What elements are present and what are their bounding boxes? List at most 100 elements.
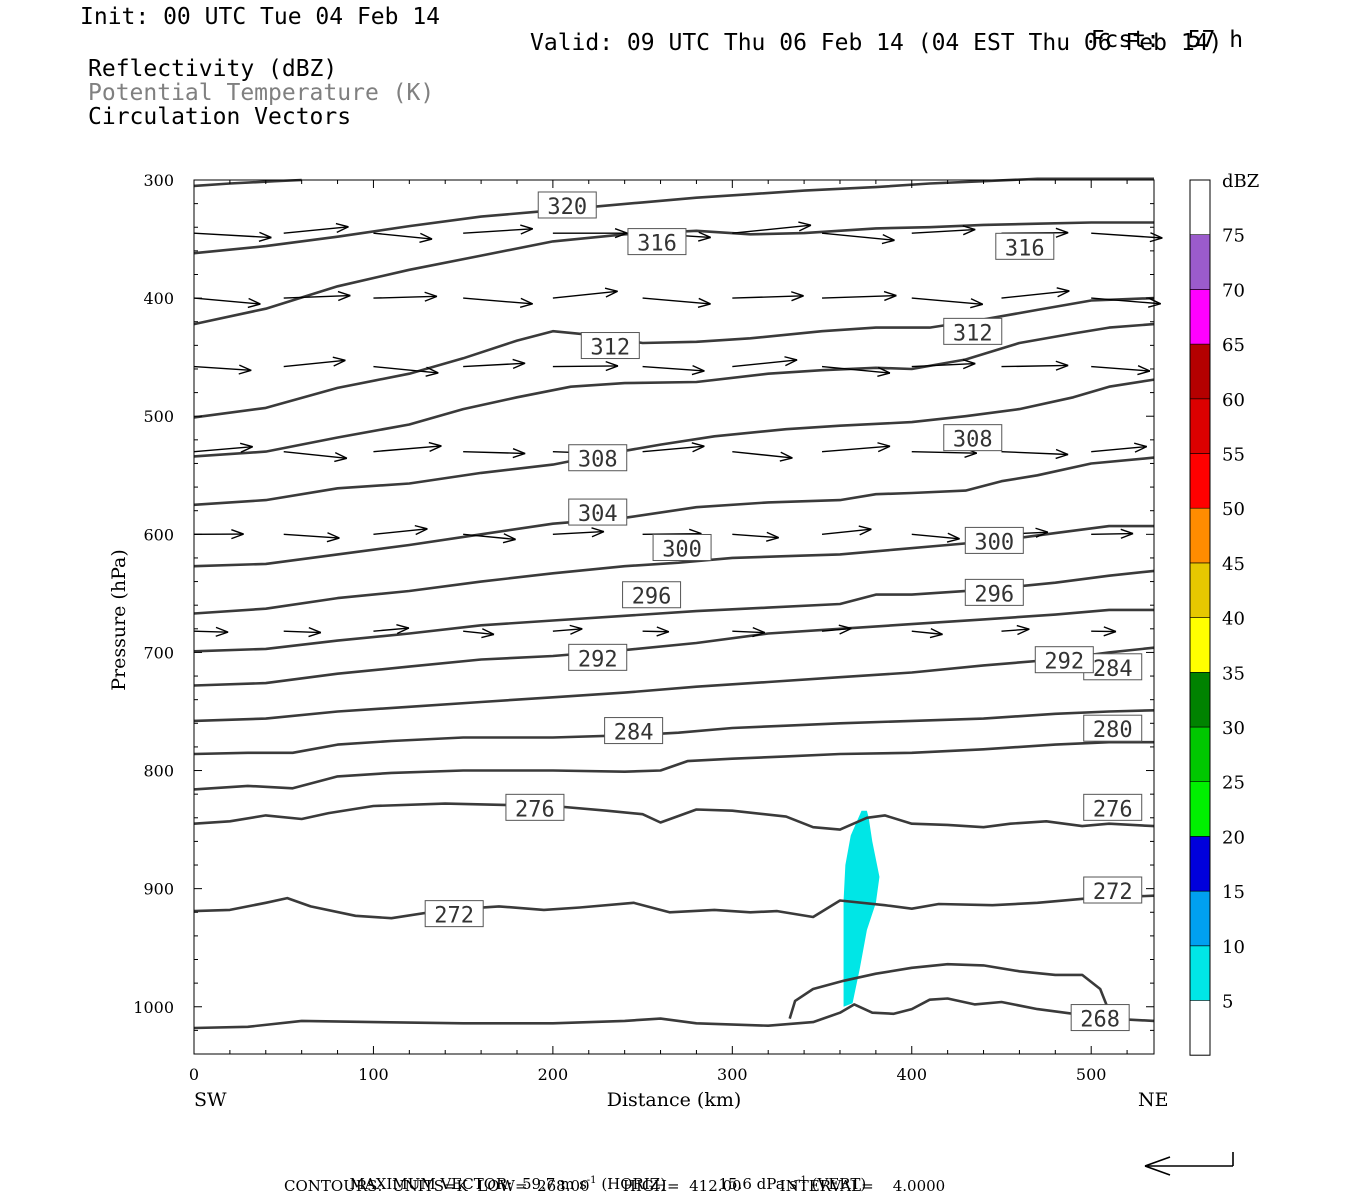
vector-head — [614, 232, 628, 239]
vector-head — [334, 451, 348, 459]
colorbar-title: dBZ — [1222, 171, 1259, 192]
vector-arrow — [373, 623, 410, 635]
vector-head — [1035, 527, 1049, 533]
vector-arrow — [1001, 360, 1069, 371]
vector-arrow — [1091, 232, 1163, 243]
vector-arrow — [463, 533, 516, 544]
vector-arrow — [1091, 442, 1148, 453]
vector-head — [692, 445, 705, 453]
vector-head — [248, 297, 261, 305]
vector-head — [482, 628, 495, 636]
vector-head — [591, 527, 605, 533]
vector-shaft — [373, 528, 428, 536]
vector-head — [503, 533, 516, 541]
vector-shaft — [821, 445, 891, 453]
theta-contour-284 — [193, 608, 1154, 687]
colorbar-swatch — [1189, 562, 1211, 618]
vector-head — [1055, 232, 1069, 238]
contour-label: 312 — [953, 321, 993, 346]
vector-shaft — [821, 528, 872, 536]
vector-head — [877, 366, 891, 374]
vector-shaft — [1091, 532, 1134, 536]
theta-contour-324 — [193, 178, 302, 188]
contour-label: 284 — [1093, 657, 1133, 682]
circulation-vectors — [193, 221, 1163, 639]
colorbar-tick-label: 25 — [1222, 773, 1245, 794]
vector-arrow — [552, 287, 618, 299]
vector-arrow — [821, 365, 891, 377]
vector-shaft — [642, 365, 705, 372]
y-tick-label: 800 — [143, 762, 174, 781]
contour-label-box — [627, 228, 687, 256]
vector-shaft — [373, 232, 433, 240]
contour-label: 280 — [1093, 718, 1133, 743]
vector-arrow — [911, 297, 984, 309]
vector-shaft — [283, 450, 347, 459]
colorbar-swatch — [1189, 234, 1211, 290]
vector-head — [605, 290, 618, 298]
colorbar-tick-label: 60 — [1222, 390, 1245, 411]
vector-head — [962, 359, 976, 365]
vector-shaft — [283, 630, 321, 634]
vector-arrow — [283, 222, 349, 234]
colorbar-swatch — [1189, 890, 1211, 947]
vector-arrow — [732, 356, 798, 368]
vector-head — [336, 226, 349, 234]
vector-head — [779, 457, 793, 462]
vector-head — [1035, 531, 1049, 538]
colorbar-swatch — [1189, 945, 1211, 1001]
vector-arrow — [283, 627, 322, 638]
left-end-label: SW — [194, 1089, 227, 1111]
y-axis-label: Pressure (hPa) — [108, 549, 130, 691]
vector-arrow — [373, 365, 439, 377]
vector-head — [419, 238, 433, 243]
vert-unit: (VERT) — [811, 1175, 867, 1193]
colorbar-swatch — [1189, 726, 1211, 783]
vector-shaft — [552, 290, 618, 299]
vector-head — [1148, 297, 1162, 305]
vector-shaft — [373, 627, 410, 632]
x-tick-label: 100 — [358, 1065, 389, 1084]
vector-shaft — [911, 362, 976, 368]
vector-shaft — [193, 630, 229, 633]
contour-label-box — [943, 424, 1003, 452]
vector-head — [1016, 624, 1030, 630]
vector-shaft — [1091, 445, 1147, 453]
vector-head — [1134, 445, 1148, 453]
vector-head — [240, 446, 253, 453]
vector-shaft — [193, 446, 253, 453]
vector-shaft — [463, 362, 526, 368]
contour-label: 292 — [578, 647, 618, 672]
vector-shaft — [911, 533, 960, 540]
colorbar-swatch — [1189, 289, 1211, 345]
vector-shaft — [821, 365, 891, 374]
vector-head — [1055, 360, 1069, 367]
vector-head — [428, 441, 442, 447]
horiz-exponent: -1 — [586, 1175, 597, 1186]
vector-head — [338, 294, 351, 302]
vector-arrow — [732, 531, 779, 542]
vector-head — [614, 228, 628, 234]
horiz-unit: (HORIZ) — [601, 1175, 667, 1193]
vector-head — [877, 372, 891, 377]
vector-head — [1055, 364, 1069, 371]
vector-arrow — [463, 224, 534, 235]
vector-shaft — [552, 530, 604, 536]
theta-contour-extra — [788, 962, 1109, 1019]
vector-shaft — [642, 630, 669, 633]
theta-contour-272 — [193, 894, 1155, 920]
vector-head — [884, 294, 897, 302]
vector-head — [1120, 528, 1134, 535]
vector-shaft — [283, 533, 340, 539]
vector-head — [512, 448, 526, 455]
vector-shaft — [283, 294, 351, 299]
contour-label-box — [1034, 646, 1094, 674]
vector-head — [791, 291, 804, 297]
vector-arrow — [463, 628, 495, 639]
vector-arrow — [373, 232, 433, 243]
vector-shaft — [821, 627, 852, 632]
reflectivity-shade — [843, 810, 880, 1007]
vector-head — [512, 362, 526, 370]
vector-head — [1103, 626, 1117, 633]
